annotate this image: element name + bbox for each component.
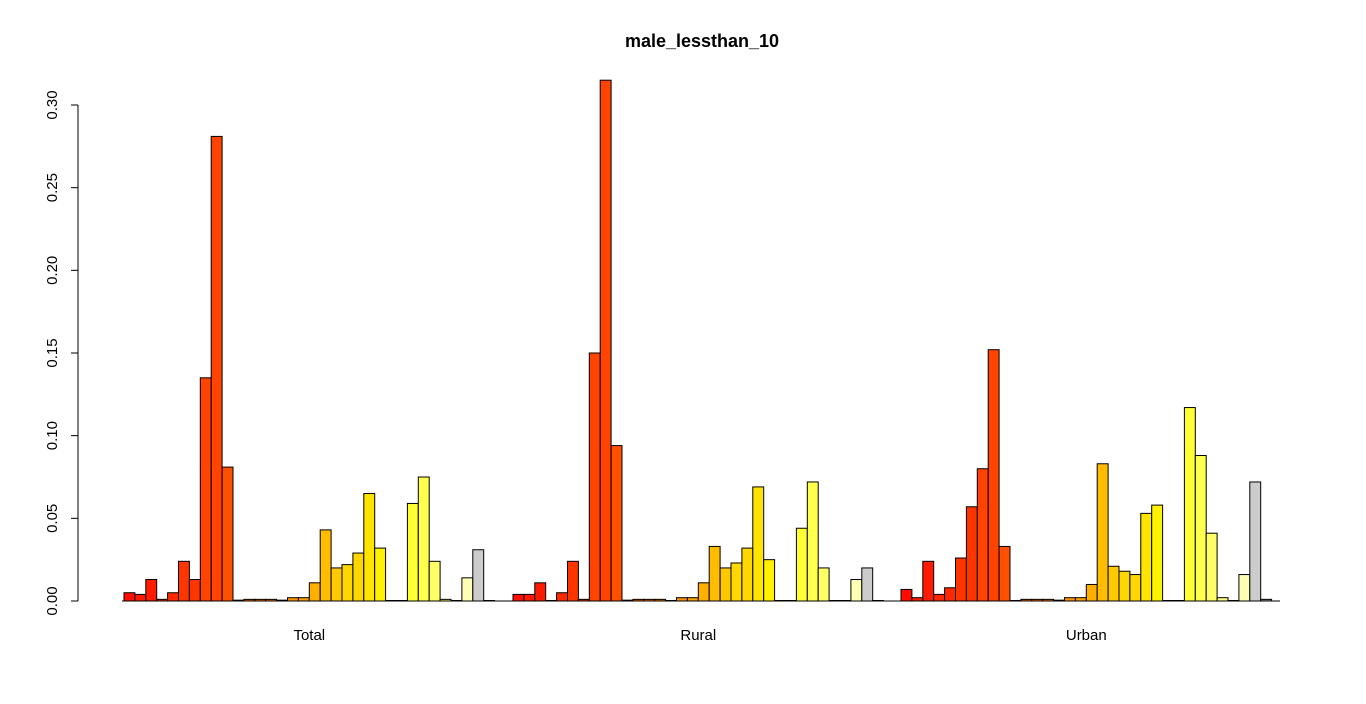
bar bbox=[610, 445, 623, 602]
bar bbox=[363, 493, 376, 602]
bar bbox=[472, 549, 485, 602]
bar bbox=[428, 560, 441, 602]
bar bbox=[730, 562, 743, 602]
y-tick-label: 0.05 bbox=[44, 504, 61, 533]
bar bbox=[965, 506, 978, 602]
bar bbox=[145, 579, 158, 602]
bar bbox=[588, 352, 601, 602]
bar bbox=[987, 349, 1000, 602]
bar bbox=[1118, 570, 1131, 602]
y-tick-label: 0.25 bbox=[44, 173, 61, 202]
bar bbox=[795, 527, 808, 602]
bar bbox=[1194, 455, 1207, 602]
bar bbox=[210, 135, 223, 602]
bars bbox=[123, 79, 1273, 602]
y-tick-label: 0.15 bbox=[44, 338, 61, 367]
bar bbox=[461, 577, 474, 602]
bar bbox=[178, 560, 190, 602]
chart-title: male_lessthan_10 bbox=[625, 31, 779, 51]
bar bbox=[976, 468, 989, 602]
group-label: Total bbox=[293, 627, 325, 644]
bar bbox=[944, 587, 956, 602]
bar bbox=[955, 557, 967, 602]
bar bbox=[319, 529, 332, 602]
bar bbox=[417, 476, 430, 602]
bar bbox=[1238, 574, 1251, 602]
bar bbox=[697, 582, 710, 602]
group-label: Rural bbox=[680, 627, 716, 644]
bar bbox=[308, 582, 321, 602]
bar bbox=[599, 79, 612, 602]
bar bbox=[1096, 463, 1109, 602]
bar bbox=[998, 545, 1011, 602]
bar bbox=[374, 547, 387, 602]
bar bbox=[134, 593, 147, 602]
bar bbox=[806, 481, 819, 602]
bar bbox=[1205, 532, 1218, 602]
bar bbox=[534, 582, 547, 602]
y-tick-label: 0.10 bbox=[44, 421, 61, 450]
y-tick-label: 0.00 bbox=[44, 586, 61, 615]
group-label: Urban bbox=[1066, 627, 1107, 644]
bar bbox=[352, 552, 365, 602]
bar bbox=[188, 579, 201, 602]
bar bbox=[1183, 407, 1196, 602]
bar bbox=[933, 593, 946, 602]
bar bbox=[1107, 565, 1120, 602]
bar bbox=[1085, 583, 1098, 602]
bar bbox=[741, 547, 754, 602]
bar bbox=[900, 588, 913, 602]
bar bbox=[719, 567, 732, 602]
bar bbox=[1129, 574, 1142, 602]
bar bbox=[850, 579, 863, 602]
bar bbox=[167, 592, 180, 602]
bar bbox=[556, 592, 568, 602]
bar bbox=[406, 502, 419, 602]
y-axis: 0.00 0.05 0.10 0.15 0.20 0.25 0.30 bbox=[44, 90, 79, 616]
bar bbox=[752, 486, 765, 602]
bar bbox=[1140, 512, 1153, 602]
bar bbox=[861, 567, 874, 602]
bar bbox=[817, 567, 830, 602]
bar bbox=[922, 560, 935, 602]
bar bbox=[330, 567, 343, 602]
bar bbox=[1249, 481, 1262, 602]
bar bbox=[341, 564, 354, 602]
y-tick-label: 0.20 bbox=[44, 256, 61, 285]
bar bbox=[763, 559, 776, 602]
bar bbox=[523, 593, 536, 602]
bar bbox=[221, 466, 234, 602]
bar bbox=[123, 592, 136, 602]
x-axis-group-labels: Total Rural Urban bbox=[293, 627, 1106, 644]
bar bbox=[567, 560, 579, 602]
y-tick-label: 0.30 bbox=[44, 90, 61, 119]
bar bbox=[199, 377, 212, 602]
bar bbox=[708, 545, 721, 602]
bar bbox=[512, 593, 525, 602]
bar bbox=[1151, 504, 1164, 602]
